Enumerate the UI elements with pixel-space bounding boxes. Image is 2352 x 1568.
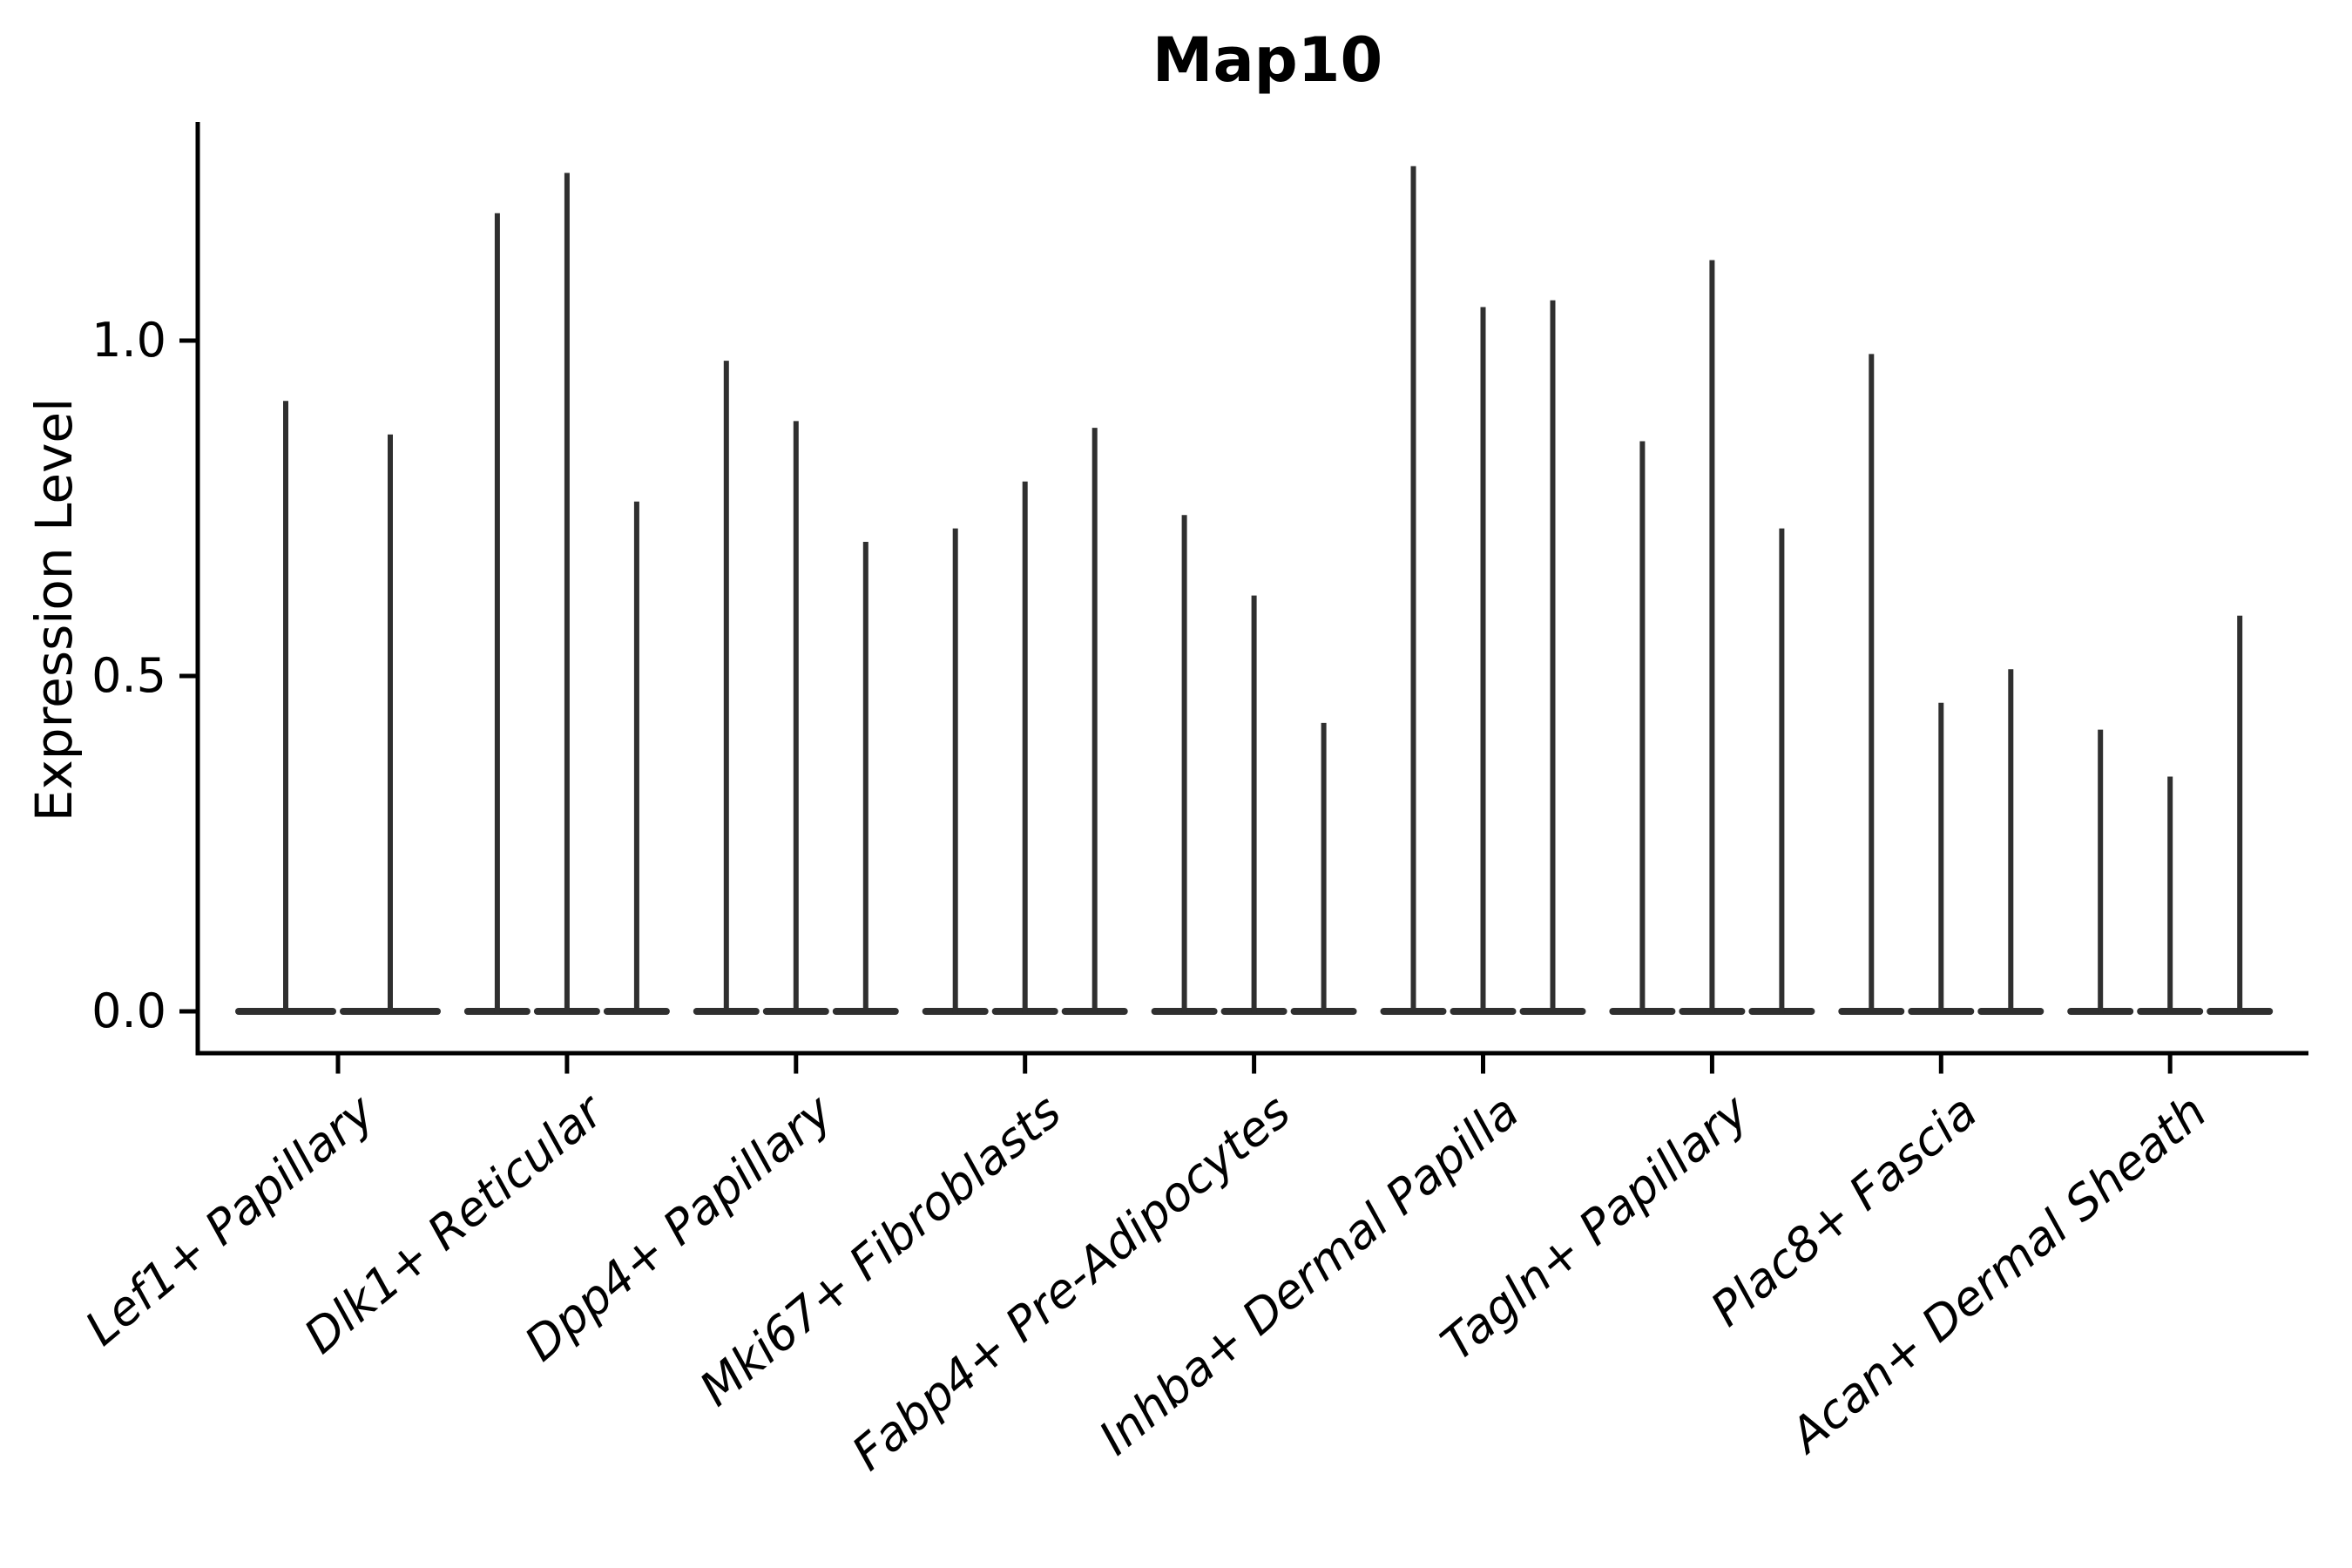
y-tick-label: 1.0 <box>91 313 166 368</box>
y-tick-label: 0.0 <box>91 983 166 1038</box>
chart-title: Map10 <box>1152 24 1383 96</box>
y-tick-label: 0.5 <box>91 648 166 703</box>
